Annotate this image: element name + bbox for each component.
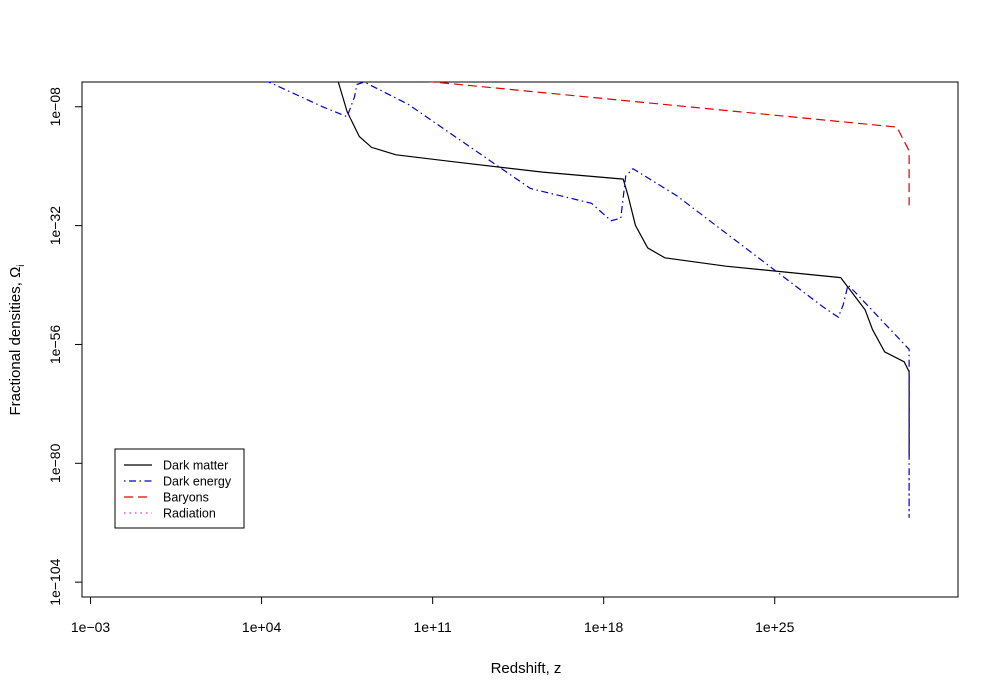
y-tick-label-3: 1e−80 (47, 443, 63, 483)
series-line-radiation (91, 69, 910, 77)
x-tick-label-4: 1e+25 (755, 619, 795, 635)
x-tick-label-2: 1e+11 (414, 619, 452, 635)
legend: Dark matter Dark energy Baryons Radiation (114, 448, 245, 529)
legend-label-0: Dark matter (163, 459, 228, 473)
legend-label-3: Radiation (163, 507, 216, 521)
y-axis-title-subscript: i (16, 264, 27, 266)
legend-entries: Dark matter Dark energy Baryons Radiation (124, 459, 232, 521)
y-axis-title-text: Fractional densities, Ω (7, 267, 24, 416)
series-line-dark-energy (267, 82, 910, 518)
series-layer (91, 69, 910, 518)
x-tick-label-1: 1e+04 (242, 619, 282, 635)
x-tick-label-0: 1e−03 (71, 619, 111, 635)
x-axis: 1e−03 1e+04 1e+11 1e+18 1e+25 (71, 596, 795, 635)
x-tick-label-3: 1e+18 (584, 619, 624, 635)
y-tick-label-2: 1e−56 (47, 325, 63, 365)
y-axis: 1e−08 1e−32 1e−56 1e−80 1e−104 (47, 87, 82, 606)
y-tick-label-1: 1e−32 (47, 206, 63, 246)
legend-label-1: Dark energy (163, 475, 232, 489)
legend-label-2: Baryons (163, 491, 209, 505)
series-line-baryons (427, 82, 910, 206)
y-tick-label-4: 1e−104 (47, 558, 63, 605)
y-axis-title: Fractional densities, Ωi (7, 264, 27, 415)
y-tick-label-0: 1e−08 (47, 87, 63, 127)
legend-box (114, 448, 245, 529)
x-axis-title: Redshift, z (491, 660, 562, 677)
series-line-dark-matter (337, 82, 910, 456)
